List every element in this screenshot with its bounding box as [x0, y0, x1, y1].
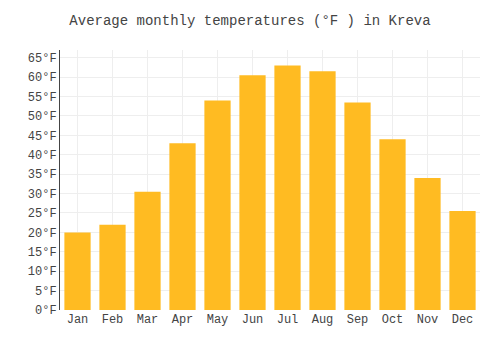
- svg-text:Dec: Dec: [452, 313, 474, 327]
- svg-text:20°F: 20°F: [28, 227, 57, 241]
- svg-text:40°F: 40°F: [28, 149, 57, 163]
- svg-text:5°F: 5°F: [35, 285, 57, 299]
- svg-text:10°F: 10°F: [28, 265, 57, 279]
- svg-text:25°F: 25°F: [28, 207, 57, 221]
- svg-text:Jun: Jun: [242, 313, 264, 327]
- svg-text:15°F: 15°F: [28, 246, 57, 260]
- svg-text:Nov: Nov: [417, 313, 439, 327]
- svg-text:Oct: Oct: [382, 313, 404, 327]
- svg-text:35°F: 35°F: [28, 168, 57, 182]
- svg-text:Jul: Jul: [277, 313, 299, 327]
- svg-text:Jan: Jan: [67, 313, 89, 327]
- svg-text:Sep: Sep: [347, 313, 369, 327]
- svg-text:Apr: Apr: [172, 313, 194, 327]
- svg-text:Mar: Mar: [137, 313, 159, 327]
- svg-text:Aug: Aug: [312, 313, 334, 327]
- svg-text:60°F: 60°F: [28, 71, 57, 85]
- svg-text:50°F: 50°F: [28, 110, 57, 124]
- svg-text:65°F: 65°F: [28, 52, 57, 66]
- svg-text:Average monthly temperatures (: Average monthly temperatures (°F ) in Kr…: [69, 13, 430, 29]
- svg-text:0°F: 0°F: [35, 304, 57, 318]
- svg-text:45°F: 45°F: [28, 130, 57, 144]
- svg-text:May: May: [207, 313, 229, 327]
- svg-text:30°F: 30°F: [28, 188, 57, 202]
- svg-text:Feb: Feb: [102, 313, 124, 327]
- svg-text:55°F: 55°F: [28, 91, 57, 105]
